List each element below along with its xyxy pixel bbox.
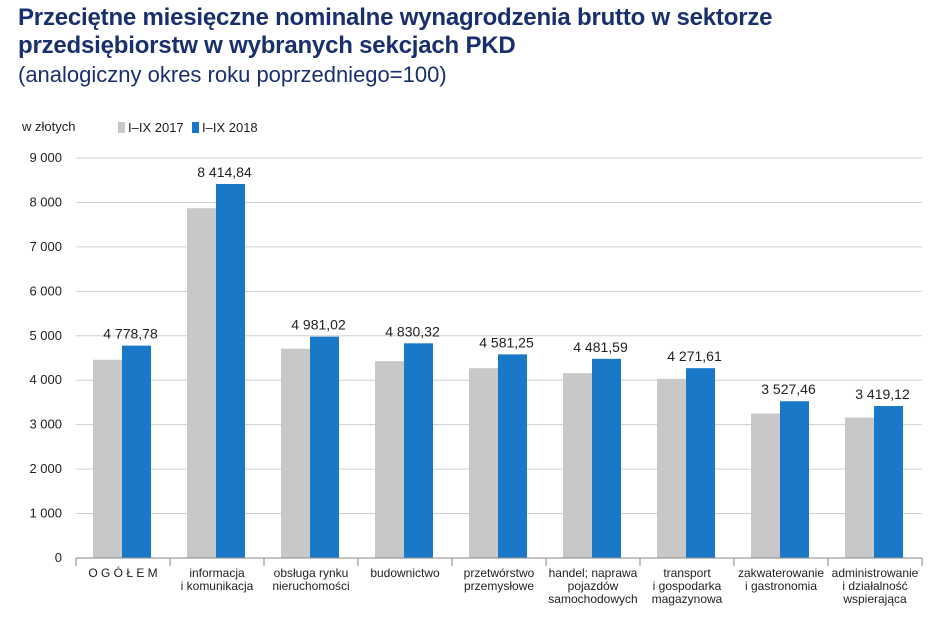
category-label-line: nieruchomości (272, 579, 349, 593)
category-label-line: i działalność (842, 579, 907, 593)
data-label-2018: 4 271,61 (667, 348, 722, 364)
data-label-2018: 3 419,12 (855, 386, 910, 402)
category-label-line: administrowanie (832, 566, 919, 580)
y-tick-label: 1 000 (29, 506, 62, 521)
category-label: budownictwo (370, 566, 440, 580)
category-label-line: informacja (189, 566, 245, 580)
bar-2018 (780, 401, 809, 558)
category-label: handel; naprawa pojazdów samochodowych (548, 566, 637, 606)
data-label-2018: 4 830,32 (385, 323, 440, 339)
bar-2017 (563, 373, 592, 558)
category-label-line: przetwórstwo (464, 566, 535, 580)
category-label-line: zakwaterowanie (738, 566, 824, 580)
category-label: przetwórstwo przemysłowe (464, 566, 535, 593)
category-label-line: i komunikacja (181, 579, 254, 593)
y-tick-label: 9 000 (29, 150, 62, 165)
bar-2018 (404, 343, 433, 558)
bar-2017 (657, 378, 686, 558)
legend-swatch (118, 122, 125, 133)
category-label-line: i gospodarka (653, 579, 722, 593)
bar-2017 (93, 359, 122, 558)
bar-2018 (310, 336, 339, 558)
legend-label: I–IX 2018 (202, 120, 258, 135)
data-label-2018: 4 581,25 (479, 334, 534, 350)
chart-title-line-2: przedsiębiorstw w wybranych sekcjach PKD (18, 32, 516, 59)
category-label: zakwaterowanie i gastronomia (738, 566, 824, 593)
bar-2018 (216, 184, 245, 558)
category-label-line: transport (663, 566, 711, 580)
bar-2017 (187, 208, 216, 558)
y-tick-label: 2 000 (29, 461, 62, 476)
data-label-2018: 8 414,84 (197, 164, 252, 180)
y-axis-label: w złotych (21, 119, 75, 134)
category-label-line: pojazdów (568, 579, 619, 593)
category-label-line: budownictwo (370, 566, 440, 580)
category-label-line: obsługa rynku (274, 566, 349, 580)
y-tick-label: 7 000 (29, 239, 62, 254)
bar-2018 (498, 354, 527, 558)
y-tick-label: 3 000 (29, 417, 62, 432)
bar-2017 (281, 348, 310, 558)
category-label-line: i gastronomia (745, 579, 817, 593)
category-label: O G Ó Ł E M (88, 565, 157, 580)
category-label-line: przemysłowe (464, 579, 534, 593)
y-tick-label: 0 (55, 550, 62, 565)
data-label-2018: 4 981,02 (291, 317, 346, 333)
chart-title-line-1: Przeciętne miesięczne nominalne wynagrod… (18, 4, 773, 31)
data-label-2018: 4 778,78 (103, 326, 158, 342)
bar-2017 (469, 368, 498, 558)
bar-2017 (375, 361, 404, 558)
title-block: Przeciętne miesięczne nominalne wynagrod… (18, 4, 938, 90)
category-label: administrowanie i działalność wspierająca (832, 566, 919, 606)
bar-2018 (686, 368, 715, 558)
category-label: transport i gospodarka magazynowa (652, 566, 723, 606)
bar-2017 (751, 413, 780, 558)
y-tick-label: 5 000 (29, 328, 62, 343)
y-tick-label: 4 000 (29, 372, 62, 387)
chart-subtitle: (analogiczny okres roku poprzedniego=100… (18, 62, 447, 87)
category-label-line: magazynowa (652, 592, 723, 606)
bar-2018 (592, 358, 621, 558)
category-label-line: samochodowych (548, 592, 637, 606)
y-tick-label: 8 000 (29, 194, 62, 209)
category-label-line: wspierająca (842, 592, 907, 606)
category-label: obsługa rynku nieruchomości (272, 566, 349, 593)
category-label-line: handel; naprawa (549, 566, 638, 580)
data-label-2018: 4 481,59 (573, 339, 628, 355)
data-label-2018: 3 527,46 (761, 381, 816, 397)
legend-label: I–IX 2017 (128, 120, 184, 135)
category-label-line: O G Ó Ł E M (88, 565, 157, 580)
category-label: informacja i komunikacja (181, 566, 254, 593)
y-tick-label: 6 000 (29, 283, 62, 298)
bar-2017 (845, 417, 874, 558)
legend-swatch (192, 122, 199, 133)
bar-2018 (874, 406, 903, 558)
bar-2018 (122, 345, 151, 558)
